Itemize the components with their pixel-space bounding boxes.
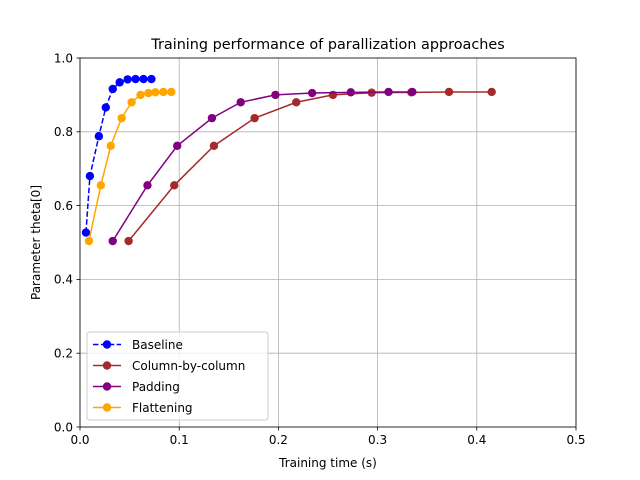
x-tick-label: 0.4	[467, 433, 486, 447]
plot-frame	[79, 57, 577, 428]
data-point-flattening	[96, 181, 106, 190]
data-point-padding	[384, 87, 393, 97]
data-point-baseline	[115, 78, 124, 87]
x-tick-label: 0.0	[70, 433, 89, 447]
x-tick-label: 0.2	[269, 433, 288, 447]
data-point-column-by-column	[124, 236, 133, 246]
data-point-baseline	[123, 75, 132, 84]
data-point-baseline	[131, 74, 140, 84]
legend-label: Column-by-column	[132, 359, 245, 373]
data-point-column-by-column	[170, 181, 179, 190]
legend-entry-padding: Padding	[93, 380, 180, 394]
legend-label: Padding	[132, 380, 180, 394]
data-point-baseline	[101, 103, 110, 112]
y-tick-label: 0.8	[54, 125, 73, 139]
data-point-flattening	[144, 88, 153, 98]
x-axis-label: Training time (s)	[278, 456, 377, 470]
data-point-baseline	[147, 74, 156, 84]
data-point-flattening	[117, 113, 126, 123]
data-point-padding	[207, 113, 217, 123]
legend-entry-baseline: Baseline	[93, 338, 183, 352]
data-point-flattening	[159, 87, 168, 97]
series-column-by-column	[124, 87, 496, 246]
data-point-flattening	[84, 236, 94, 246]
legend-entry-flattening: Flattening	[93, 401, 193, 415]
data-point-padding	[173, 141, 182, 151]
legend-entry-column-by-column: Column-by-column	[93, 359, 245, 373]
series-line-padding	[112, 91, 413, 242]
data-point-column-by-column	[444, 87, 454, 97]
x-tick-label: 0.3	[368, 433, 387, 447]
y-tick-label: 0.2	[54, 347, 73, 361]
series-layer	[81, 74, 496, 246]
chart-title: Training performance of parallization ap…	[150, 37, 504, 53]
legend: Baseline Column-by-column Padding Flattenin…	[86, 331, 269, 421]
data-point-baseline	[94, 132, 104, 141]
x-tick-label: 0.5	[566, 433, 585, 447]
data-point-column-by-column	[250, 113, 259, 123]
data-point-padding	[108, 236, 117, 246]
data-point-padding	[408, 87, 417, 97]
data-point-padding	[346, 88, 356, 97]
y-axis-label: Parameter theta[0]	[29, 185, 43, 300]
y-tick-label: 0.0	[54, 420, 73, 434]
series-flattening	[84, 87, 176, 246]
legend-marker	[102, 340, 112, 349]
data-point-padding	[307, 88, 317, 98]
legend-marker	[102, 403, 112, 412]
data-point-flattening	[127, 98, 136, 107]
y-tick-label: 1.0	[54, 51, 73, 65]
data-point-flattening	[136, 90, 145, 100]
data-point-column-by-column	[292, 98, 301, 107]
series-padding	[108, 87, 417, 246]
x-tick-label: 0.1	[170, 433, 189, 447]
data-point-column-by-column	[209, 141, 219, 151]
data-point-flattening	[106, 141, 115, 151]
legend-box	[86, 331, 269, 421]
data-point-column-by-column	[487, 87, 496, 97]
series-baseline	[81, 74, 156, 237]
data-point-flattening	[167, 87, 176, 97]
ticks: 0.0 0.1 0.2 0.3 0.4 0.5 0.0 0.2 0.4 0.6 0.8 1.0	[54, 51, 586, 447]
data-point-padding	[143, 181, 152, 190]
data-point-padding	[236, 98, 245, 107]
data-point-baseline	[139, 74, 148, 84]
data-point-padding	[271, 90, 280, 100]
data-point-baseline	[81, 228, 91, 237]
y-tick-label: 0.6	[54, 199, 73, 213]
data-point-baseline	[85, 171, 95, 181]
y-tick-label: 0.4	[54, 273, 73, 287]
legend-marker	[102, 382, 112, 391]
legend-label: Baseline	[132, 338, 183, 352]
data-point-baseline	[108, 84, 117, 94]
series-line-column-by-column	[128, 91, 492, 242]
legend-label: Flattening	[132, 401, 193, 415]
legend-marker	[102, 361, 112, 370]
data-point-flattening	[151, 88, 160, 97]
